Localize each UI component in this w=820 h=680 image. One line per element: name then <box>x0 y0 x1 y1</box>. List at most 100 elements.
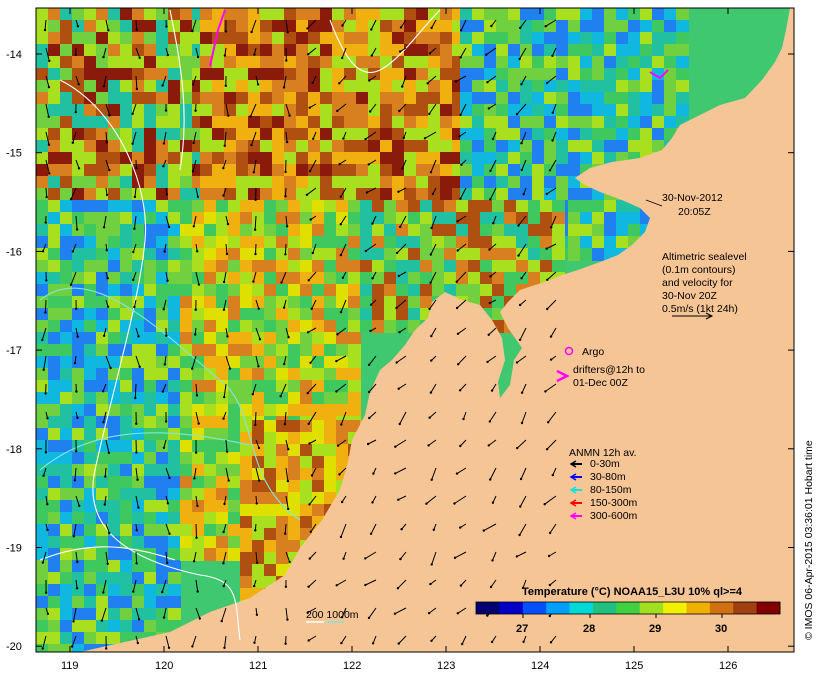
velocity-arrow <box>312 243 317 254</box>
velocity-arrow <box>550 327 557 337</box>
velocity-arrow <box>521 271 527 279</box>
velocity-arrow <box>195 607 201 619</box>
velocity-arrow-head <box>105 647 108 650</box>
velocity-arrow-head <box>287 448 290 451</box>
velocity-arrow-head <box>41 561 45 564</box>
velocity-arrow <box>398 635 407 644</box>
velocity-arrow-head <box>136 641 139 645</box>
velocity-arrow-head <box>308 169 312 173</box>
velocity-arrow-head <box>307 585 310 588</box>
velocity-arrow <box>399 215 407 228</box>
velocity-arrow <box>368 159 377 165</box>
velocity-arrow-head <box>252 171 255 174</box>
altimetry-line-1: Altimetric sealevel <box>662 251 747 263</box>
velocity-arrow <box>546 439 557 450</box>
velocity-arrow-head <box>341 276 345 279</box>
velocity-arrow-head <box>75 228 79 231</box>
colorbar-segment <box>756 602 781 614</box>
velocity-arrow-head <box>371 642 375 645</box>
velocity-arrow-head <box>306 27 309 30</box>
velocity-arrow <box>430 327 437 337</box>
velocity-arrow-head <box>254 423 257 426</box>
velocity-arrow-head <box>161 84 164 87</box>
velocity-arrow-head <box>133 227 136 230</box>
velocity-arrow-head <box>364 249 368 253</box>
velocity-arrow-head <box>455 306 459 310</box>
velocity-arrow-head <box>45 195 48 199</box>
velocity-arrow-head <box>335 359 338 363</box>
velocity-arrow <box>195 383 198 396</box>
velocity-arrow <box>224 131 227 146</box>
velocity-arrow <box>309 439 317 444</box>
lon-tick-label: 123 <box>437 660 455 672</box>
velocity-arrow <box>70 271 77 285</box>
velocity-arrow-head <box>191 645 194 648</box>
velocity-arrow <box>431 19 437 29</box>
velocity-arrow-head <box>545 448 549 451</box>
velocity-arrow-head <box>430 26 433 30</box>
velocity-arrow <box>431 215 437 229</box>
lon-tick-label: 126 <box>719 660 737 672</box>
velocity-arrow-head <box>311 251 314 255</box>
velocity-arrow-head <box>77 83 80 86</box>
velocity-arrow-head <box>342 557 345 560</box>
velocity-arrow <box>454 551 467 559</box>
argo-legend: Argo <box>564 346 604 358</box>
velocity-arrow-head <box>166 279 169 282</box>
altimetry-line-5: 0.5m/s (1kt 24h) <box>662 303 738 315</box>
velocity-arrow <box>338 75 347 84</box>
velocity-arrow <box>75 215 78 230</box>
velocity-arrow-head <box>368 79 371 82</box>
velocity-arrow-head <box>519 477 523 481</box>
velocity-arrow-head <box>426 82 429 85</box>
velocity-arrow-head <box>430 563 433 566</box>
velocity-arrow-head <box>46 612 50 615</box>
velocity-arrow-head <box>428 307 431 311</box>
velocity-arrow-head <box>485 53 488 56</box>
velocity-arrow-head <box>458 389 462 392</box>
argo-marker-icon <box>564 346 574 356</box>
velocity-arrow <box>191 635 197 647</box>
drifter-label-line2: 01-Dec 00Z <box>573 377 628 389</box>
map-frame <box>35 7 795 653</box>
velocity-arrow-head <box>400 528 403 531</box>
velocity-arrow <box>285 215 288 227</box>
velocity-arrow-head <box>287 507 290 511</box>
velocity-arrow <box>548 551 557 557</box>
velocity-arrow <box>224 495 227 505</box>
velocity-arrow <box>367 439 377 445</box>
velocity-arrow <box>132 579 137 592</box>
velocity-arrow-head <box>371 222 374 225</box>
velocity-arrow <box>429 47 437 54</box>
velocity-arrows <box>41 19 557 650</box>
velocity-arrow-head <box>196 55 200 59</box>
velocity-arrow <box>42 635 47 649</box>
latitude-axis: -14 -15 -16 -17 -18 -19 -20 <box>6 49 794 653</box>
velocity-arrow-head <box>520 391 524 394</box>
velocity-arrow-head <box>489 275 492 278</box>
velocity-arrow <box>195 187 199 197</box>
velocity-arrow-head <box>102 591 105 594</box>
velocity-arrow-head <box>336 109 339 113</box>
velocity-arrow <box>45 495 48 505</box>
velocity-arrow-head <box>394 445 397 448</box>
velocity-arrow-head <box>253 641 256 644</box>
velocity-arrow-head <box>252 280 255 283</box>
velocity-arrow-head <box>41 338 44 342</box>
velocity-arrow <box>195 271 200 285</box>
velocity-arrow-head <box>369 303 373 306</box>
velocity-arrow-head <box>41 647 44 650</box>
velocity-arrow-head <box>43 28 47 32</box>
velocity-arrow <box>546 299 557 310</box>
velocity-arrow <box>549 579 557 586</box>
velocity-arrow <box>492 551 497 561</box>
velocity-arrow <box>340 215 347 225</box>
velocity-arrow-head <box>167 646 171 649</box>
velocity-arrow <box>521 411 527 424</box>
velocity-arrow-head <box>194 109 197 112</box>
velocity-arrow-head <box>48 172 51 175</box>
velocity-arrow-head <box>487 333 490 336</box>
velocity-arrow <box>428 103 437 115</box>
velocity-arrow <box>519 299 527 306</box>
anmn-item-label: 300-600m <box>590 510 638 522</box>
